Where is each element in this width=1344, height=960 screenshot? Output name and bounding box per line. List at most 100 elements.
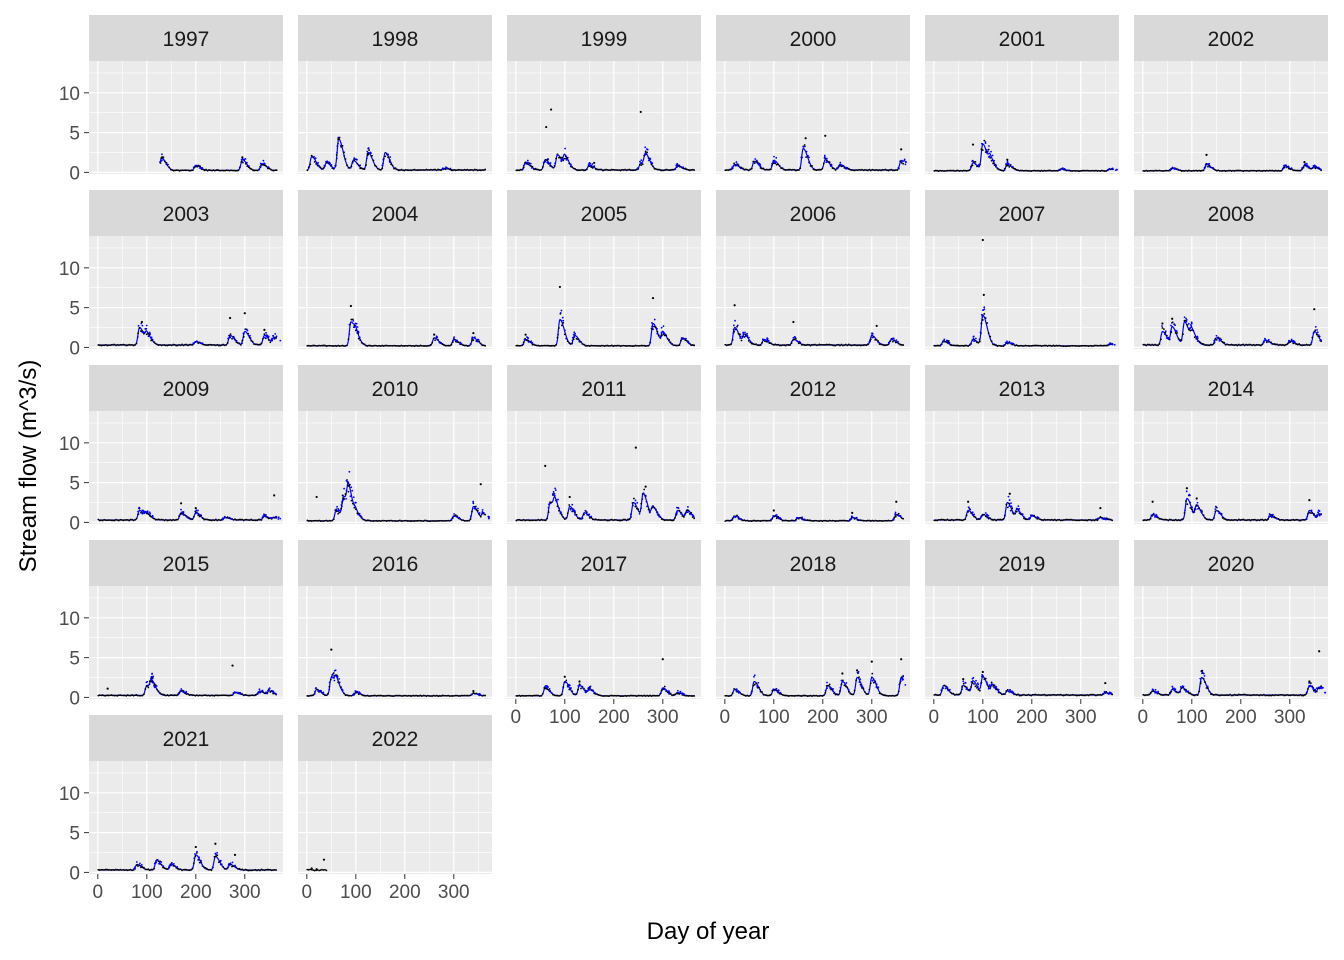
- observed-point: [479, 515, 482, 518]
- observed-point: [861, 519, 863, 522]
- observed-point: [306, 519, 309, 522]
- observed-point: [1030, 170, 1033, 172]
- observed-point: [400, 520, 403, 523]
- observed-point: [884, 694, 887, 697]
- observed-point: [769, 342, 772, 344]
- observed-point: [1259, 694, 1262, 696]
- facet-strip: [1134, 190, 1328, 236]
- modelled-point: [1195, 337, 1198, 340]
- observed-point: [188, 517, 191, 519]
- modelled-point: [1293, 340, 1296, 343]
- modelled-point: [562, 686, 565, 689]
- modelled-point: [197, 509, 199, 512]
- observed-point: [662, 518, 665, 521]
- observed-point: [418, 169, 420, 171]
- observed-point: [999, 169, 1002, 171]
- observed-point: [980, 322, 983, 325]
- observed-point: [401, 345, 404, 347]
- observed-point: [162, 866, 164, 869]
- observed-point: [834, 520, 837, 523]
- modelled-point: [1193, 511, 1196, 514]
- observed-point: [1215, 338, 1218, 341]
- observed-point: [360, 693, 363, 696]
- observed-point: [524, 695, 527, 697]
- observed-point: [775, 689, 778, 692]
- modelled-point: [974, 163, 977, 166]
- modelled-point: [456, 339, 459, 342]
- observed-point: [1087, 169, 1090, 172]
- observed-point: [117, 694, 120, 697]
- observed-point: [850, 344, 853, 347]
- observed-point: [1268, 169, 1271, 172]
- observed-point: [596, 168, 599, 171]
- observed-point: [104, 519, 107, 521]
- modelled-point: [1271, 513, 1274, 516]
- modelled-point: [458, 517, 461, 520]
- modelled-point: [186, 516, 189, 519]
- modelled-point: [563, 329, 566, 332]
- observed-point: [350, 318, 353, 321]
- observed-peak-point: [578, 680, 581, 683]
- observed-point: [725, 169, 728, 171]
- observed-point: [970, 686, 972, 688]
- observed-point: [1108, 518, 1111, 521]
- observed-point: [1087, 694, 1090, 697]
- modelled-point: [988, 516, 990, 519]
- observed-point: [1207, 687, 1209, 689]
- modelled-point: [469, 515, 472, 518]
- observed-point: [113, 343, 116, 346]
- modelled-point: [905, 161, 907, 164]
- modelled-point: [980, 313, 983, 316]
- observed-point: [1179, 519, 1181, 522]
- modelled-point: [531, 341, 534, 344]
- observed-point: [846, 686, 849, 689]
- observed-point: [1296, 343, 1299, 346]
- facet-strip-label: 2010: [372, 378, 419, 401]
- facet-panel-2011: 2011: [507, 365, 701, 524]
- observed-point: [869, 520, 872, 522]
- observed-point: [1183, 170, 1186, 172]
- observed-point: [1102, 344, 1105, 347]
- observed-point: [340, 145, 343, 148]
- observed-point: [119, 343, 122, 346]
- observed-point: [933, 344, 936, 347]
- modelled-point: [199, 342, 202, 344]
- observed-point: [400, 344, 403, 347]
- facet-panel-2016: 2016: [298, 540, 492, 699]
- modelled-point: [151, 673, 153, 675]
- observed-point: [833, 344, 835, 347]
- observed-point: [175, 344, 178, 347]
- observed-point: [619, 169, 622, 172]
- observed-point: [627, 694, 629, 697]
- modelled-point: [859, 678, 862, 681]
- observed-point: [953, 519, 956, 521]
- observed-point: [341, 494, 344, 497]
- observed-point: [120, 343, 123, 346]
- modelled-point: [773, 689, 776, 692]
- modelled-point: [449, 167, 452, 170]
- observed-point: [864, 691, 866, 693]
- observed-point: [771, 343, 774, 346]
- observed-point: [688, 694, 691, 697]
- observed-point: [1229, 343, 1231, 346]
- observed-point: [1215, 169, 1218, 172]
- observed-point: [393, 344, 395, 347]
- observed-point: [538, 345, 541, 347]
- observed-point: [1290, 694, 1293, 697]
- observed-point: [750, 342, 753, 345]
- observed-point: [391, 345, 394, 347]
- observed-point: [581, 168, 584, 171]
- observed-point: [1070, 518, 1072, 521]
- modelled-point: [648, 511, 651, 514]
- observed-point: [837, 343, 840, 346]
- modelled-point: [585, 512, 588, 515]
- observed-point: [456, 169, 459, 171]
- observed-peak-point: [900, 658, 903, 661]
- observed-point: [1049, 344, 1052, 347]
- facet-strip-label: 2015: [163, 553, 210, 576]
- modelled-point: [582, 687, 585, 690]
- observed-point: [1280, 169, 1283, 172]
- modelled-point: [341, 689, 344, 692]
- modelled-point: [266, 692, 269, 695]
- modelled-point: [201, 865, 204, 867]
